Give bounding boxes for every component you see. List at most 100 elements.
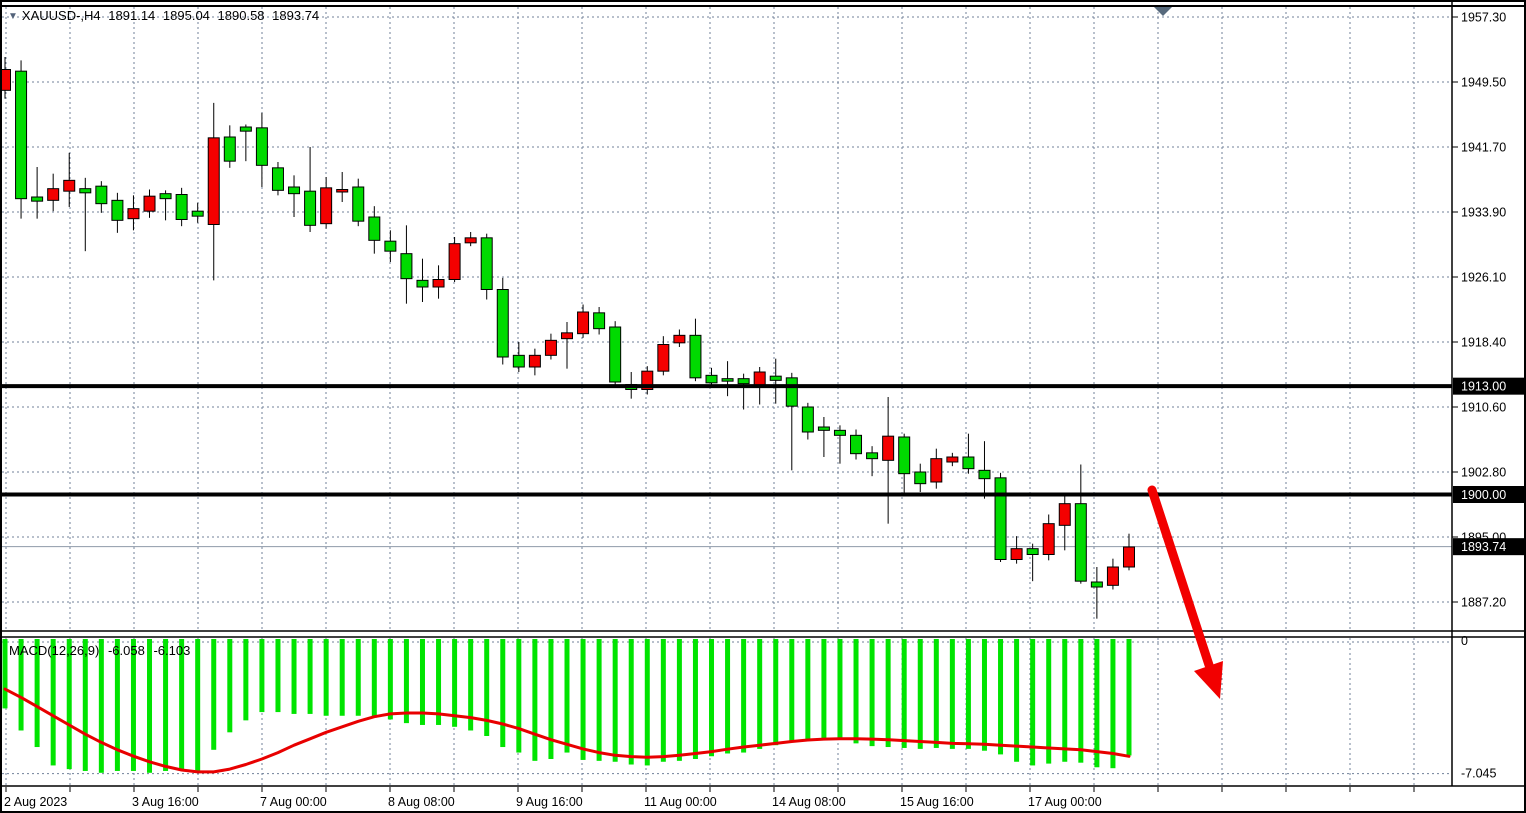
bull-candle [737,378,750,385]
price-tick-label: 1918.40 [1461,336,1506,350]
ohlc-close: 1893.74 [272,8,320,23]
macd-bar [323,639,329,716]
macd-bar [355,639,361,716]
macd-bar [628,639,634,765]
bull-candle [175,194,188,220]
macd-bar [163,639,169,771]
bear-candle [657,344,670,372]
macd-bar [387,639,393,720]
macd-signal-line [3,687,1131,774]
price-badge [1453,377,1524,395]
bear-candle [448,243,461,281]
bear-candle [882,435,895,461]
bull-candle [817,426,830,431]
macd-bar [130,639,136,771]
bear-candle [560,332,573,340]
macd-bar [965,639,971,749]
trend-arrow[interactable] [1147,485,1223,699]
bull-candle [850,434,863,455]
bear-candle [577,311,590,335]
bull-candle [255,127,268,166]
macd-bar [548,639,554,759]
macd-bar [243,639,249,721]
time-tick-label: 2 Aug 2023 [4,795,67,809]
macd-bar [1094,639,1100,768]
bull-candle [1090,581,1103,588]
macd-bar [901,639,907,748]
bull-candle [111,199,124,221]
macd-bar [114,639,120,771]
macd-histogram [2,639,1132,773]
bull-candle [271,167,284,191]
macd-bar [291,639,297,714]
bear-candle [1106,566,1119,586]
macd-bar [805,639,811,740]
bull-candle [898,436,911,475]
macd-bar [500,639,506,748]
macd-bar [275,639,281,713]
bull-candle [288,186,301,195]
bull-candle [159,193,172,200]
macd-bar [773,639,779,746]
bear-candle [1122,546,1135,568]
bear-candle [1058,503,1071,526]
bull-candle [79,188,92,194]
price-tick-label: 1887.20 [1461,596,1506,610]
price-badge-label: 1893.74 [1461,540,1506,554]
macd-bar [436,639,442,725]
macd-bar [307,639,313,714]
bull-candle [384,240,397,252]
macd-bar [660,639,666,762]
bull-candle [994,477,1007,561]
macd-bar [917,639,923,749]
macd-axis-max: 0 [1461,634,1468,648]
price-tick-label: 1910.60 [1461,401,1506,415]
macd-bar [419,639,425,725]
bull-candle [609,326,622,383]
macd-bar [709,639,715,757]
ohlc-high: 1895.04 [162,8,210,23]
bear-candle [2,69,11,91]
bear-candle [946,456,959,463]
bear-candle [143,195,156,212]
bear-candle [63,179,76,192]
macd-bar [227,639,233,733]
bull-candle [95,185,108,205]
bear-candle [47,188,60,201]
macd-bar [1062,639,1068,762]
time-tick-label: 15 Aug 16:00 [900,795,974,809]
macd-bar [2,639,8,709]
macd-bar [532,639,538,761]
macd-bar [564,639,570,753]
bull-candle [368,216,381,241]
bull-candle [914,471,927,485]
price-tick-label: 1926.10 [1461,271,1506,285]
last-bar-marker-icon [1154,7,1172,16]
bull-candle [705,374,718,384]
ohlc-low: 1890.58 [217,8,265,23]
macd-bar [757,639,763,749]
time-axis[interactable]: 2 Aug 2023 3 Aug 16:00 7 Aug 00:00 8 Aug 08… [4,787,1415,809]
macd-bar [82,639,88,771]
price-axis[interactable]: 1957.30 1949.50 1941.70 1933.90 1926.10 1918.… [1452,11,1526,781]
bull-candle [416,279,429,288]
bear-candle [464,237,477,244]
bull-candle [801,406,814,433]
macd-bar [1030,639,1036,766]
chart-title: ▼ XAUUSD-,H4 1891.14 1895.04 1890.58 1893… [8,8,323,23]
macd-bar [998,639,1004,755]
macd-bar [869,639,875,747]
symbol-dropdown-icon[interactable]: ▼ [8,11,18,22]
bull-candle [689,334,702,379]
macd-bar [1110,639,1116,769]
macd-bar [66,639,72,770]
bull-candle [352,186,365,222]
macd-bar [933,639,939,748]
macd-bar [644,639,650,766]
bear-candle [641,370,654,390]
macd-bar [50,639,56,766]
bear-candle [207,137,220,225]
macd-indicator-label: MACD(12,26,9) -6.058 -6.103 [9,643,195,658]
macd-bar [612,639,618,762]
